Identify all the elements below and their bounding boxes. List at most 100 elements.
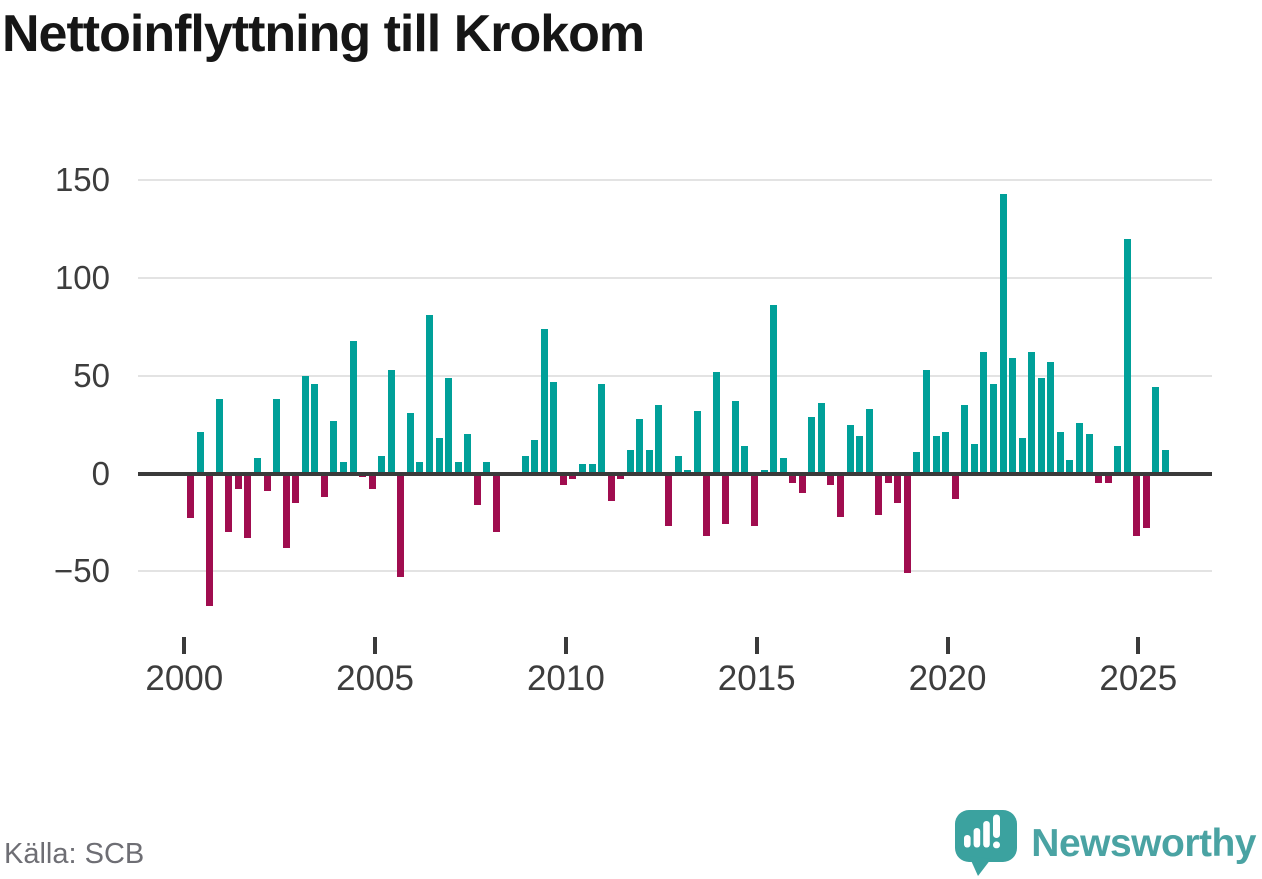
- source-note: Källa: SCB: [4, 838, 145, 870]
- bar-2007-q1: [454, 461, 462, 474]
- x-axis-label-2020: 2020: [908, 659, 987, 698]
- bar-2009-q3: [550, 381, 558, 474]
- bar-2002-q3: [282, 473, 290, 548]
- bar-2017-q3: [856, 436, 864, 474]
- bar-2024-q4: [1133, 473, 1141, 537]
- bar-2012-q1: [645, 450, 653, 474]
- bar-2014-q2: [731, 401, 739, 474]
- bar-2009-q1: [531, 440, 539, 474]
- bar-2005-q4: [406, 412, 414, 474]
- bar-2011-q1: [607, 473, 615, 501]
- bar-2013-q2: [693, 410, 701, 474]
- bar-2019-q1: [913, 451, 921, 474]
- x-axis-tick-2000: [182, 637, 187, 654]
- y-axis-label-100: 100: [54, 258, 110, 296]
- bar-2005-q2: [387, 369, 395, 474]
- bar-2006-q2: [426, 315, 434, 474]
- bar-2003-q4: [330, 420, 338, 474]
- bar-2009-q2: [540, 328, 548, 474]
- bar-2013-q4: [712, 371, 720, 474]
- bar-2024-q2: [1114, 446, 1122, 474]
- bar-2009-q4: [559, 473, 567, 486]
- x-axis-label-2015: 2015: [717, 659, 796, 698]
- bar-2000-q2: [196, 432, 204, 474]
- bar-2001-q3: [244, 473, 252, 539]
- bar-2020-q4: [980, 352, 988, 474]
- bar-2015-q4: [789, 473, 797, 484]
- x-axis-tick-2010: [563, 637, 568, 654]
- gridline-y-100: [138, 276, 1212, 279]
- bar-2008-q1: [492, 473, 500, 533]
- bar-2006-q1: [416, 461, 424, 474]
- bar-2016-q1: [798, 473, 806, 494]
- x-axis-tick-2025: [1136, 637, 1141, 654]
- bar-2020-q1: [951, 473, 959, 499]
- bar-2003-q3: [320, 473, 328, 497]
- gridline-y-150: [138, 179, 1212, 182]
- y-axis-label-50: 50: [73, 356, 110, 394]
- bar-2025-q3: [1161, 450, 1169, 474]
- gridline-y-50: [138, 374, 1212, 377]
- bar-2019-q4: [942, 432, 950, 474]
- bar-2021-q2: [999, 193, 1007, 474]
- bar-2005-q3: [397, 473, 405, 578]
- bar-2014-q3: [741, 446, 749, 474]
- bar-2019-q3: [932, 436, 940, 474]
- bar-2017-q1: [837, 473, 845, 517]
- bar-2006-q3: [435, 438, 443, 474]
- bar-2023-q2: [1075, 422, 1083, 474]
- chart-title: Nettoinflyttning till Krokom: [2, 5, 645, 63]
- x-axis-zero-line: [138, 471, 1212, 476]
- bar-2002-q1: [263, 473, 271, 492]
- bar-2001-q2: [234, 473, 242, 490]
- bar-2002-q4: [292, 473, 300, 503]
- bar-2023-q3: [1085, 434, 1093, 474]
- newsworthy-wordmark: Newsworthy: [1031, 822, 1256, 865]
- bar-2005-q1: [378, 455, 386, 474]
- bar-2022-q2: [1037, 377, 1045, 474]
- newsworthy-branding: Newsworthy: [955, 810, 1256, 878]
- bar-2007-q4: [483, 461, 491, 474]
- bar-2001-q1: [225, 473, 233, 533]
- bar-2014-q4: [751, 473, 758, 527]
- x-axis-label-2005: 2005: [336, 659, 415, 698]
- x-axis-label-2025: 2025: [1099, 659, 1178, 698]
- bar-2000-q3: [206, 473, 214, 607]
- bar-2022-q4: [1056, 432, 1064, 474]
- bar-2014-q1: [722, 473, 730, 525]
- y-axis-label-150: 150: [54, 161, 110, 199]
- bar-2023-q4: [1095, 473, 1103, 484]
- bar-2012-q3: [664, 473, 672, 527]
- bar-2024-q3: [1123, 238, 1131, 474]
- bar-2019-q2: [923, 369, 931, 474]
- bar-2017-q4: [865, 408, 873, 474]
- bar-2006-q4: [445, 377, 453, 474]
- bar-2000-q4: [215, 399, 223, 474]
- bar-2022-q1: [1028, 352, 1036, 474]
- bar-2010-q4: [598, 383, 606, 474]
- bar-2021-q3: [1009, 358, 1017, 474]
- bar-2007-q3: [473, 473, 481, 505]
- bar-2016-q4: [827, 473, 835, 486]
- bar-2018-q1: [875, 473, 883, 515]
- bar-2018-q4: [903, 473, 911, 574]
- bar-2016-q2: [808, 416, 816, 474]
- bar-2020-q3: [970, 444, 978, 474]
- x-axis-tick-2015: [754, 637, 759, 654]
- bar-2001-q4: [254, 457, 261, 474]
- bar-2015-q3: [779, 457, 787, 474]
- bar-2017-q2: [846, 424, 854, 474]
- y-axis-label--50: −50: [54, 552, 110, 590]
- bar-2021-q1: [989, 383, 997, 474]
- bar-2018-q3: [894, 473, 902, 503]
- bar-2004-q4: [368, 473, 376, 490]
- bar-2022-q3: [1047, 362, 1055, 474]
- bar-2011-q2: [617, 473, 625, 480]
- x-axis-label-2000: 2000: [145, 659, 224, 698]
- bar-2007-q2: [464, 434, 472, 474]
- x-axis-label-2010: 2010: [526, 659, 605, 698]
- y-axis-label-0: 0: [91, 454, 110, 492]
- bar-2025-q1: [1142, 473, 1150, 529]
- bar-2012-q4: [674, 455, 682, 474]
